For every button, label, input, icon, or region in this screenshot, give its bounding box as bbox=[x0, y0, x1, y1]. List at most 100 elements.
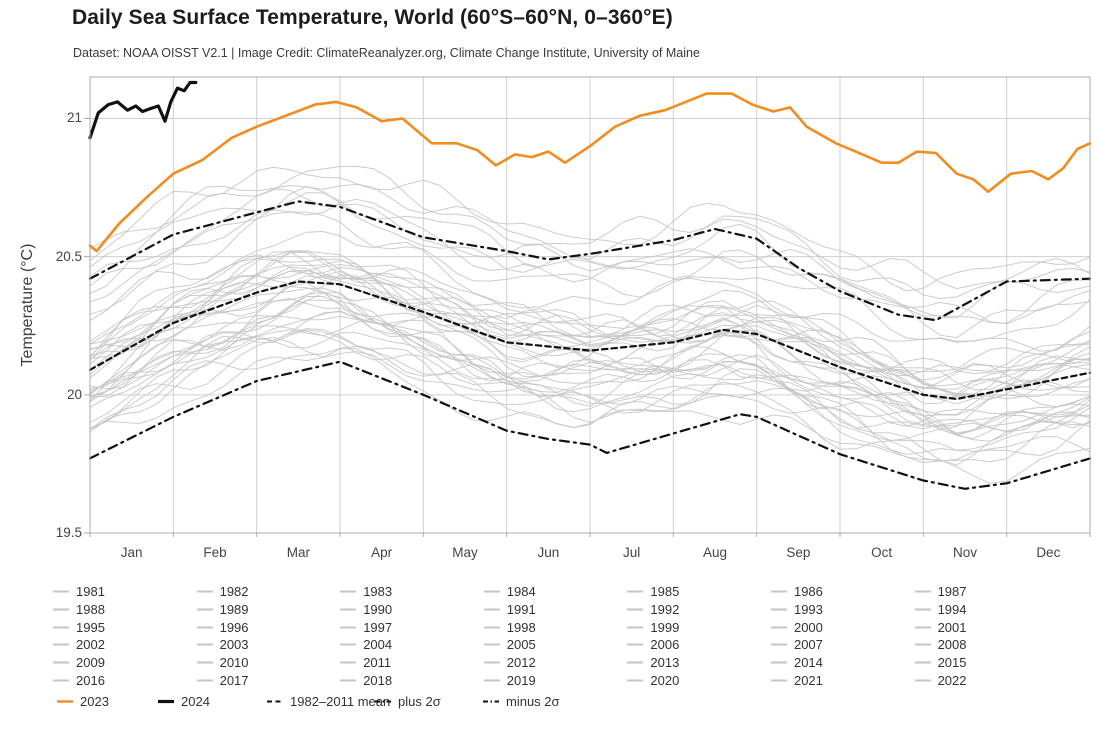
legend-year-2017[interactable]: 2017 bbox=[196, 671, 341, 689]
legend-2023[interactable]: 2023 bbox=[57, 694, 109, 709]
series-line-1988[interactable] bbox=[89, 299, 1091, 436]
legend-year-2003[interactable]: 2003 bbox=[196, 636, 341, 654]
legend-year-label: 1987 bbox=[937, 584, 967, 600]
legend-year-2004[interactable]: 2004 bbox=[340, 636, 484, 654]
series-line-2007[interactable] bbox=[89, 270, 1091, 405]
legend-swatch-line bbox=[914, 643, 931, 646]
legend-year-2021[interactable]: 2021 bbox=[770, 671, 915, 689]
legend-swatch-line bbox=[770, 626, 787, 629]
legend-year-1982[interactable]: 1982 bbox=[196, 583, 341, 601]
series-line-2019[interactable] bbox=[89, 192, 1091, 319]
legend-year-1984[interactable]: 1984 bbox=[483, 583, 628, 601]
legend-year-2019[interactable]: 2019 bbox=[483, 671, 628, 689]
legend-year-label: 2006 bbox=[650, 637, 680, 653]
legend-year-label: 1997 bbox=[363, 619, 393, 635]
legend-2024[interactable]: 2024 bbox=[158, 694, 210, 709]
series-line-1989[interactable] bbox=[89, 337, 1091, 464]
legend-swatch-line bbox=[53, 643, 69, 646]
legend-mean[interactable]: 1982–2011 mean bbox=[267, 694, 390, 709]
legend-minus-2sigma[interactable]: minus 2σ bbox=[483, 694, 560, 709]
legend-swatch-line bbox=[57, 700, 73, 703]
series-line-2023[interactable] bbox=[88, 92, 1092, 253]
legend-year-2008[interactable]: 2008 bbox=[914, 636, 1059, 654]
legend-year-label: 1983 bbox=[363, 584, 393, 600]
legend-year-2005[interactable]: 2005 bbox=[483, 636, 628, 654]
series-line-2018[interactable] bbox=[89, 211, 1091, 342]
series-line-1993[interactable] bbox=[89, 317, 1091, 433]
legend-year-1996[interactable]: 1996 bbox=[196, 618, 341, 636]
legend-year-1991[interactable]: 1991 bbox=[483, 601, 628, 619]
legend-year-1990[interactable]: 1990 bbox=[340, 601, 484, 619]
series-line-minus-2-[interactable] bbox=[88, 360, 1092, 490]
legend-swatch-line bbox=[53, 590, 69, 593]
series-line-1985[interactable] bbox=[89, 348, 1091, 484]
legend-year-1998[interactable]: 1998 bbox=[483, 618, 628, 636]
legend-year-2018[interactable]: 2018 bbox=[340, 671, 484, 689]
legend-year-2000[interactable]: 2000 bbox=[770, 618, 915, 636]
series-line-2012[interactable] bbox=[89, 260, 1091, 395]
legend-2023-label: 2023 bbox=[80, 694, 109, 709]
series-line-2013[interactable] bbox=[89, 254, 1091, 377]
legend-year-2013[interactable]: 2013 bbox=[627, 654, 771, 672]
legend-year-2009[interactable]: 2009 bbox=[53, 654, 197, 672]
y-tick-label: 21 bbox=[66, 110, 82, 126]
series-line-2017[interactable] bbox=[89, 198, 1091, 325]
legend-year-2014[interactable]: 2014 bbox=[770, 654, 915, 672]
legend-swatch-line bbox=[53, 679, 69, 682]
series-line-2006[interactable] bbox=[89, 251, 1091, 390]
series-line-1984[interactable] bbox=[89, 346, 1091, 462]
series-line-2022[interactable] bbox=[89, 166, 1091, 292]
legend-year-2001[interactable]: 2001 bbox=[914, 618, 1059, 636]
legend-year-1988[interactable]: 1988 bbox=[53, 601, 197, 619]
series-line-2024[interactable] bbox=[88, 80, 198, 140]
series-line-1994[interactable] bbox=[89, 298, 1091, 432]
legend-year-1989[interactable]: 1989 bbox=[196, 601, 341, 619]
legend-year-1981[interactable]: 1981 bbox=[53, 583, 197, 601]
legend-year-1997[interactable]: 1997 bbox=[340, 618, 484, 636]
legend-year-2022[interactable]: 2022 bbox=[914, 671, 1059, 689]
legend-year-1999[interactable]: 1999 bbox=[627, 618, 771, 636]
chart-canvas[interactable] bbox=[84, 76, 1092, 537]
legend-year-2010[interactable]: 2010 bbox=[196, 654, 341, 672]
legend-year-2015[interactable]: 2015 bbox=[914, 654, 1059, 672]
series-line-1986[interactable] bbox=[89, 325, 1091, 455]
legend-year-1985[interactable]: 1985 bbox=[627, 583, 771, 601]
legend-year-1987[interactable]: 1987 bbox=[914, 583, 1059, 601]
series-line-1991[interactable] bbox=[89, 291, 1091, 435]
legend-plus-2sigma[interactable]: plus 2σ bbox=[375, 694, 441, 709]
legend-year-label: 2016 bbox=[76, 672, 105, 688]
legend-year-1986[interactable]: 1986 bbox=[770, 583, 915, 601]
x-tick-label-dec: Dec bbox=[1036, 545, 1061, 560]
x-tick-label-jul: Jul bbox=[623, 545, 641, 560]
series-line-2010[interactable] bbox=[89, 250, 1091, 373]
series-line-2016[interactable] bbox=[89, 183, 1091, 299]
series-line-1982[interactable] bbox=[89, 328, 1091, 456]
legend-year-2002[interactable]: 2002 bbox=[53, 636, 197, 654]
series-line-1990[interactable] bbox=[89, 315, 1091, 427]
legend-year-1994[interactable]: 1994 bbox=[914, 601, 1059, 619]
series-line-1995[interactable] bbox=[89, 287, 1091, 417]
legend-year-2012[interactable]: 2012 bbox=[483, 654, 628, 672]
legend-year-2011[interactable]: 2011 bbox=[340, 654, 484, 672]
legend-year-2007[interactable]: 2007 bbox=[770, 636, 915, 654]
legend-year-1993[interactable]: 1993 bbox=[770, 601, 915, 619]
series-line-1982-2011-mean[interactable] bbox=[88, 280, 1092, 401]
series-line-1996[interactable] bbox=[89, 311, 1091, 434]
x-tick-label-nov: Nov bbox=[952, 545, 977, 560]
series-line-plus-2-[interactable] bbox=[88, 200, 1092, 322]
legend-swatch-line bbox=[340, 679, 357, 682]
legend-year-1995[interactable]: 1995 bbox=[53, 618, 197, 636]
series-line-2008[interactable] bbox=[89, 274, 1091, 400]
legend-year-2006[interactable]: 2006 bbox=[627, 636, 771, 654]
legend-year-label: 1995 bbox=[76, 619, 105, 635]
series-line-2021[interactable] bbox=[89, 188, 1090, 324]
series-line-1999[interactable] bbox=[89, 310, 1091, 430]
legend-swatch-line bbox=[914, 590, 931, 593]
legend-year-1992[interactable]: 1992 bbox=[627, 601, 771, 619]
legend-year-label: 1988 bbox=[76, 602, 105, 618]
legend-year-2016[interactable]: 2016 bbox=[53, 671, 197, 689]
legend-year-1983[interactable]: 1983 bbox=[340, 583, 484, 601]
series-line-1992[interactable] bbox=[89, 329, 1091, 466]
legend-year-2020[interactable]: 2020 bbox=[627, 671, 771, 689]
legend-swatch-line bbox=[196, 661, 213, 664]
